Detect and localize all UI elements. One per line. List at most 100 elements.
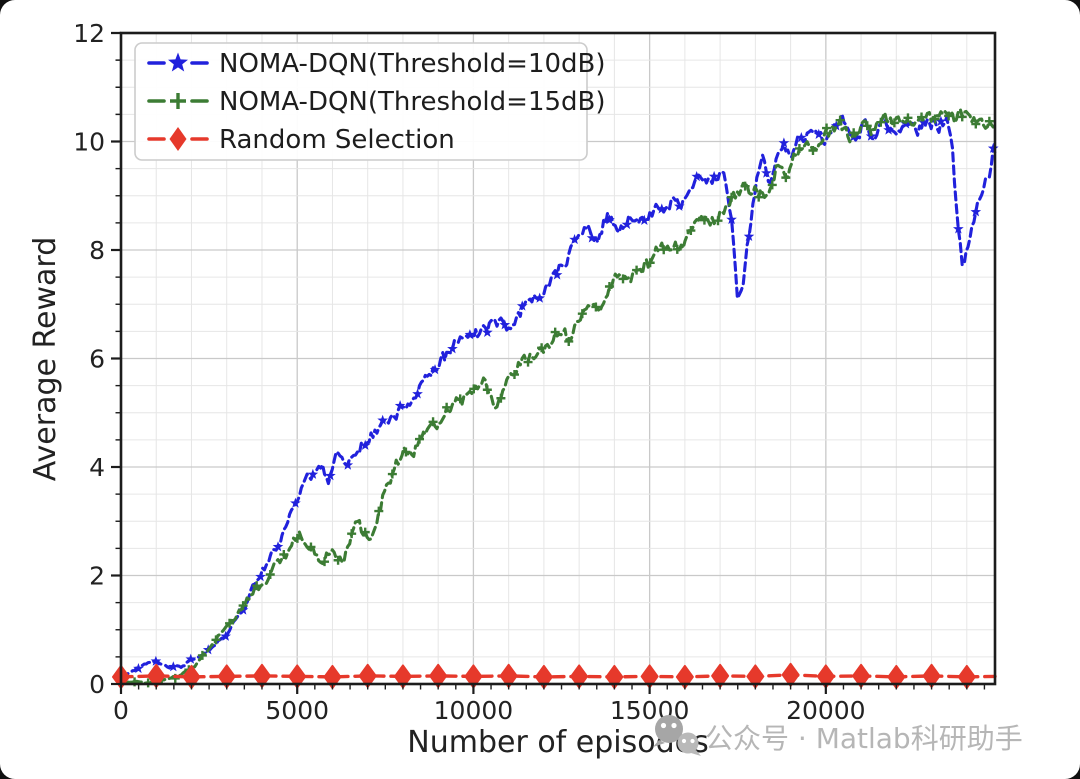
plus-marker xyxy=(659,245,669,255)
plus-marker xyxy=(387,469,397,479)
series-layer xyxy=(112,107,999,689)
watermark-text: 公众号 · Matlab科研助手 xyxy=(705,722,1023,755)
star-marker xyxy=(708,170,720,181)
wechat-eye xyxy=(660,722,667,729)
plus-marker xyxy=(374,506,384,516)
star-marker xyxy=(516,300,528,311)
plus-marker xyxy=(781,173,791,183)
y-tick-label: 10 xyxy=(73,128,105,157)
plus-marker xyxy=(523,357,533,367)
y-tick-label: 6 xyxy=(89,345,105,374)
wechat-bubble-big xyxy=(655,715,683,743)
star-marker xyxy=(342,459,354,470)
plus-marker xyxy=(455,394,465,404)
star-marker xyxy=(133,663,144,674)
plus-marker xyxy=(957,112,967,122)
plus-marker xyxy=(835,115,845,125)
plus-marker xyxy=(238,601,248,611)
plus-marker xyxy=(591,302,601,312)
star-marker xyxy=(970,206,982,217)
star-marker xyxy=(569,234,580,245)
plus-marker xyxy=(225,618,235,628)
wechat-bubble-small-tail xyxy=(691,750,701,756)
star-marker xyxy=(621,218,633,230)
star-marker xyxy=(778,137,790,148)
plus-marker xyxy=(496,393,506,403)
plus-marker xyxy=(767,180,777,190)
wechat-bubble-small xyxy=(677,732,699,754)
wechat-eye xyxy=(681,738,687,744)
plus-marker xyxy=(306,542,316,552)
star-marker xyxy=(482,326,493,337)
y-tick-label: 4 xyxy=(89,453,105,482)
plus-marker xyxy=(279,549,289,559)
star-marker xyxy=(377,414,388,425)
star-marker xyxy=(394,400,406,411)
plus-marker xyxy=(428,417,438,427)
plus-marker xyxy=(754,192,764,202)
star-marker xyxy=(255,571,266,582)
star-marker xyxy=(499,319,511,330)
star-marker xyxy=(586,232,598,243)
plus-marker xyxy=(577,309,587,319)
y-tick-label: 0 xyxy=(89,670,105,699)
y-axis-label: Average Reward xyxy=(28,237,63,481)
star-marker xyxy=(447,343,458,354)
y-tick-label: 8 xyxy=(89,236,105,265)
star-marker xyxy=(953,223,964,234)
star-marker xyxy=(691,171,702,182)
watermark: 公众号 · Matlab科研助手 xyxy=(653,715,1023,756)
series-plus xyxy=(116,107,995,688)
plus-marker xyxy=(727,192,737,202)
noma-dqn-15db-line xyxy=(119,107,995,685)
x-tick-label: 10000 xyxy=(434,696,514,725)
plus-marker xyxy=(672,244,682,254)
plus-marker xyxy=(482,385,492,395)
legend-item: NOMA-DQN(Threshold=10dB) xyxy=(147,49,606,79)
plus-marker xyxy=(794,143,804,153)
plus-marker xyxy=(917,112,927,122)
star-marker xyxy=(220,630,231,641)
plus-marker xyxy=(320,557,330,567)
plus-marker xyxy=(347,529,357,539)
plus-marker xyxy=(686,226,696,236)
plus-marker xyxy=(699,215,709,225)
axes-layer xyxy=(111,31,997,694)
star-marker xyxy=(307,468,319,479)
plus-marker xyxy=(971,119,981,129)
legend: NOMA-DQN(Threshold=10dB) NOMA-DQN(Thresho… xyxy=(134,42,606,161)
legend-diamond-marker xyxy=(169,127,187,151)
legend-plus-marker xyxy=(170,93,186,109)
plus-marker xyxy=(930,114,940,124)
plus-marker xyxy=(211,635,221,645)
plus-marker xyxy=(469,384,479,394)
star-marker xyxy=(656,203,668,214)
star-marker xyxy=(551,269,563,280)
star-marker xyxy=(150,655,162,666)
wechat-eye xyxy=(671,722,677,729)
plus-marker xyxy=(808,146,818,156)
plus-marker xyxy=(333,555,343,565)
star-marker xyxy=(464,329,476,340)
legend-star-marker xyxy=(168,52,188,72)
legend-label: Random Selection xyxy=(219,125,455,155)
star-marker xyxy=(359,439,371,450)
star-marker xyxy=(325,470,336,481)
star-marker xyxy=(639,214,650,225)
plus-marker xyxy=(984,116,994,126)
star-marker xyxy=(429,364,441,375)
plus-marker xyxy=(740,181,750,191)
star-marker xyxy=(534,292,545,303)
noma-dqn-10db-line xyxy=(119,112,995,678)
plus-marker xyxy=(265,569,275,579)
star-marker xyxy=(604,214,615,225)
plus-marker xyxy=(360,527,370,537)
plus-marker xyxy=(632,265,642,275)
star-marker xyxy=(935,115,947,126)
plus-marker xyxy=(292,533,302,543)
star-marker xyxy=(673,200,685,211)
plus-marker xyxy=(944,111,954,121)
